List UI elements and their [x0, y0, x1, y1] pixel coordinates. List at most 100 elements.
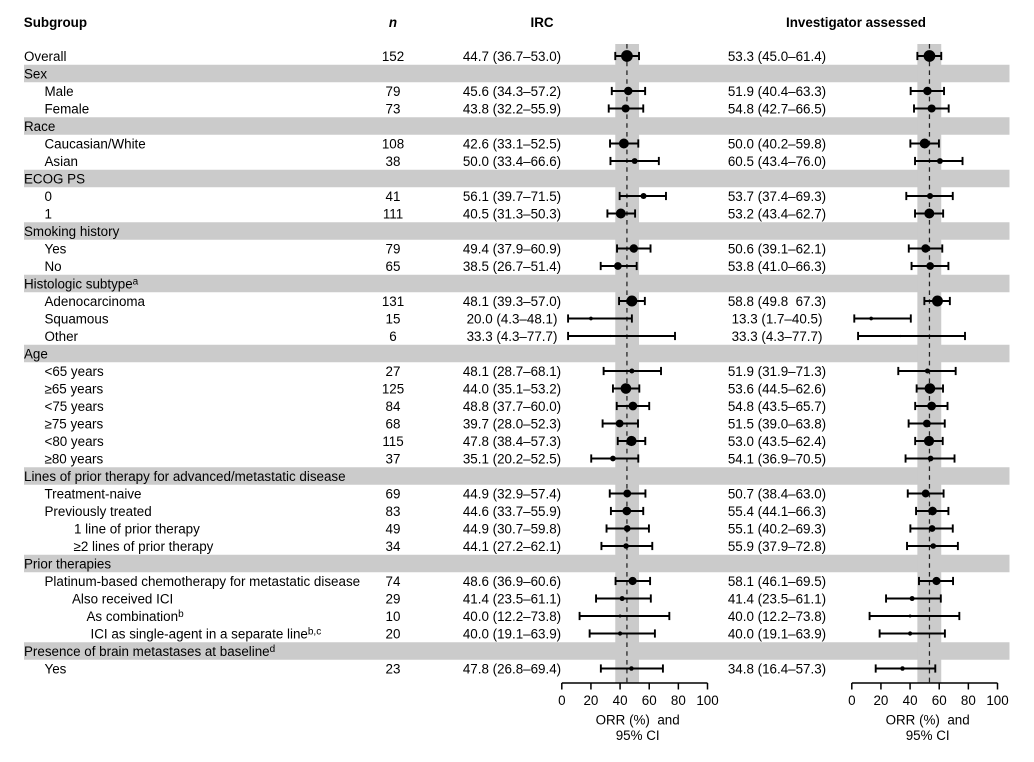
svg-text:Race: Race	[24, 119, 55, 134]
svg-text:111: 111	[383, 206, 403, 221]
svg-text:0: 0	[558, 693, 565, 708]
svg-text:53.6 (44.5–62.6): 53.6 (44.5–62.6)	[728, 381, 826, 396]
svg-text:Other: Other	[45, 329, 79, 344]
svg-text:Investigator assessed: Investigator assessed	[786, 15, 926, 30]
svg-text:79: 79	[386, 84, 401, 99]
svg-text:44.1 (27.2–62.1): 44.1 (27.2–62.1)	[463, 539, 561, 554]
svg-text:53.8 (41.0–66.3): 53.8 (41.0–66.3)	[728, 259, 826, 274]
svg-text:60: 60	[642, 693, 657, 708]
svg-text:50.0 (33.4–66.6): 50.0 (33.4–66.6)	[463, 154, 561, 169]
svg-text:40.0 (12.2–73.8): 40.0 (12.2–73.8)	[463, 609, 561, 624]
svg-text:48.1 (28.7–68.1): 48.1 (28.7–68.1)	[463, 364, 561, 379]
svg-text:43.8 (32.2–55.9): 43.8 (32.2–55.9)	[463, 101, 561, 116]
svg-text:20: 20	[583, 693, 598, 708]
svg-text:39.7 (28.0–52.3): 39.7 (28.0–52.3)	[463, 416, 561, 431]
svg-text:Asian: Asian	[45, 154, 79, 169]
svg-text:80: 80	[961, 693, 976, 708]
svg-text:29: 29	[386, 591, 401, 606]
svg-text:Adenocarcinoma: Adenocarcinoma	[45, 294, 146, 309]
svg-text:44.7 (36.7–53.0): 44.7 (36.7–53.0)	[463, 49, 561, 64]
svg-text:Squamous: Squamous	[45, 311, 109, 326]
svg-text:34: 34	[386, 539, 401, 554]
svg-text:44.6 (33.7–55.9): 44.6 (33.7–55.9)	[463, 504, 561, 519]
svg-text:50.7 (38.4–63.0): 50.7 (38.4–63.0)	[728, 486, 826, 501]
svg-text:20.0 (4.3–48.1): 20.0 (4.3–48.1)	[467, 311, 558, 326]
svg-text:≥2 lines of prior therapy: ≥2 lines of prior therapy	[74, 539, 214, 554]
svg-text:Yes: Yes	[45, 241, 67, 256]
svg-text:51.5 (39.0–63.8): 51.5 (39.0–63.8)	[728, 416, 826, 431]
svg-text:55.9 (37.9–72.8): 55.9 (37.9–72.8)	[728, 539, 826, 554]
svg-text:84: 84	[386, 399, 401, 414]
svg-text:34.8 (16.4–57.3): 34.8 (16.4–57.3)	[728, 661, 826, 676]
svg-text:IRC: IRC	[530, 15, 553, 30]
svg-text:69: 69	[386, 486, 401, 501]
svg-text:40.0 (12.2–73.8): 40.0 (12.2–73.8)	[728, 609, 826, 624]
svg-text:74: 74	[386, 574, 401, 589]
svg-text:131: 131	[382, 294, 404, 309]
svg-text:Sex: Sex	[24, 66, 47, 81]
svg-text:40: 40	[903, 693, 918, 708]
svg-text:48.8 (37.7–60.0): 48.8 (37.7–60.0)	[463, 399, 561, 414]
svg-text:33.3 (4.3–77.7): 33.3 (4.3–77.7)	[467, 329, 558, 344]
svg-text:20: 20	[386, 626, 401, 641]
svg-text:80: 80	[671, 693, 686, 708]
svg-text:55.1 (40.2–69.3): 55.1 (40.2–69.3)	[728, 521, 826, 536]
svg-text:0: 0	[848, 693, 855, 708]
svg-text:ORR (%) and: ORR (%) and	[886, 713, 970, 728]
svg-text:Age: Age	[24, 346, 48, 361]
svg-text:10: 10	[386, 609, 401, 624]
svg-text:53.0 (43.5–62.4): 53.0 (43.5–62.4)	[728, 434, 826, 449]
svg-text:40: 40	[613, 693, 628, 708]
svg-text:42.6 (33.1–52.5): 42.6 (33.1–52.5)	[463, 136, 561, 151]
svg-text:53.3 (45.0–61.4): 53.3 (45.0–61.4)	[728, 49, 826, 64]
svg-text:56.1 (39.7–71.5): 56.1 (39.7–71.5)	[463, 189, 561, 204]
svg-text:Male: Male	[45, 84, 74, 99]
svg-text:Female: Female	[45, 101, 90, 116]
svg-text:108: 108	[382, 136, 404, 151]
svg-text:Yes: Yes	[45, 661, 67, 676]
svg-text:44.0 (35.1–53.2): 44.0 (35.1–53.2)	[463, 381, 561, 396]
svg-text:Previously treated: Previously treated	[45, 504, 152, 519]
svg-text:50.6 (39.1–62.1): 50.6 (39.1–62.1)	[728, 241, 826, 256]
svg-text:20: 20	[873, 693, 888, 708]
svg-text:1: 1	[45, 206, 52, 221]
svg-text:≥80 years: ≥80 years	[45, 451, 104, 466]
svg-text:83: 83	[386, 504, 401, 519]
svg-text:1 line of prior therapy: 1 line of prior therapy	[74, 521, 200, 536]
svg-text:51.9 (40.4–63.3): 51.9 (40.4–63.3)	[728, 84, 826, 99]
svg-text:Also received ICI: Also received ICI	[72, 591, 173, 606]
svg-text:45.6 (34.3–57.2): 45.6 (34.3–57.2)	[463, 84, 561, 99]
svg-text:ECOG PS: ECOG PS	[24, 171, 85, 186]
svg-text:73: 73	[386, 101, 401, 116]
svg-text:6: 6	[389, 329, 396, 344]
svg-text:n: n	[389, 15, 397, 30]
svg-text:41: 41	[386, 189, 401, 204]
svg-text:54.1 (36.9–70.5): 54.1 (36.9–70.5)	[728, 451, 826, 466]
svg-text:58.8 (49.8 67.3): 58.8 (49.8 67.3)	[728, 294, 826, 309]
svg-text:95% CI: 95% CI	[906, 728, 950, 743]
svg-text:41.4 (23.5–61.1): 41.4 (23.5–61.1)	[728, 591, 826, 606]
svg-text:As combinationb: As combinationb	[87, 609, 185, 624]
svg-text:≥65 years: ≥65 years	[45, 381, 104, 396]
svg-text:54.8 (43.5–65.7): 54.8 (43.5–65.7)	[728, 399, 826, 414]
svg-text:53.2 (43.4–62.7): 53.2 (43.4–62.7)	[728, 206, 826, 221]
svg-text:Prior therapies: Prior therapies	[24, 556, 111, 571]
svg-text:40.0 (19.1–63.9): 40.0 (19.1–63.9)	[463, 626, 561, 641]
svg-text:Lines of prior therapy for adv: Lines of prior therapy for advanced/meta…	[24, 469, 346, 484]
svg-text:0: 0	[45, 189, 52, 204]
svg-text:60.5 (43.4–76.0): 60.5 (43.4–76.0)	[728, 154, 826, 169]
svg-text:<75 years: <75 years	[45, 399, 104, 414]
svg-text:≥75 years: ≥75 years	[45, 416, 104, 431]
svg-text:95% CI: 95% CI	[616, 728, 660, 743]
svg-text:125: 125	[382, 381, 404, 396]
svg-text:49.4 (37.9–60.9): 49.4 (37.9–60.9)	[463, 241, 561, 256]
svg-text:ICI as single-agent in a separ: ICI as single-agent in a separate lineb,…	[91, 626, 322, 641]
svg-text:40.5 (31.3–50.3): 40.5 (31.3–50.3)	[463, 206, 561, 221]
svg-text:152: 152	[382, 49, 404, 64]
svg-text:60: 60	[932, 693, 947, 708]
svg-text:Histologic subtypea: Histologic subtypea	[24, 276, 139, 291]
svg-text:65: 65	[386, 259, 401, 274]
svg-text:13.3 (1.7–40.5): 13.3 (1.7–40.5)	[732, 311, 823, 326]
svg-text:49: 49	[386, 521, 401, 536]
svg-text:50.0 (40.2–59.8): 50.0 (40.2–59.8)	[728, 136, 826, 151]
